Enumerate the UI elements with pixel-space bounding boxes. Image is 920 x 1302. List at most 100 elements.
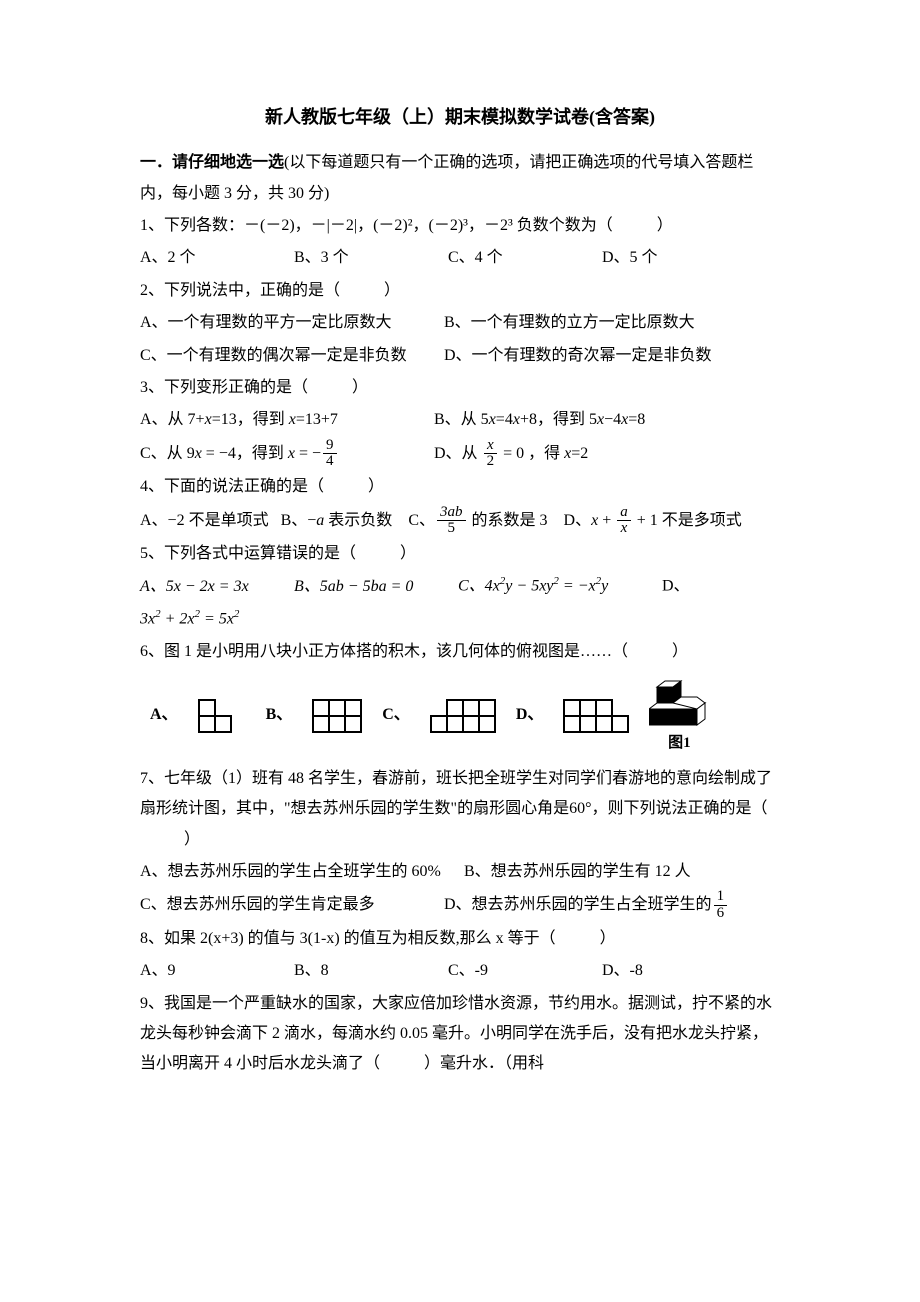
q3a-pre: A、从 7+ [140, 411, 205, 428]
q5-opt-b: B、5ab − 5ba = 0 [294, 572, 454, 602]
q6-shape-a [198, 699, 246, 733]
q4c-post: 的系数是 3 [468, 512, 548, 529]
q1-opt-a: A、2 个 [140, 243, 290, 273]
q3-opt-b: B、从 5x=4x+8，得到 5x−4x=8 [434, 411, 645, 428]
q4c-num: 3ab [437, 505, 466, 522]
q8-options: A、9 B、8 C、-9 D、-8 [140, 956, 780, 986]
q3d-den: 2 [484, 454, 498, 470]
q8-opt-d: D、-8 [602, 962, 643, 979]
q3c-pre: C、从 [140, 445, 187, 462]
q1-close: ） [657, 217, 673, 234]
q2-row1: A、一个有理数的平方一定比原数大 B、一个有理数的立方一定比原数大 [140, 308, 780, 338]
q5-row2: 3x2 + 2x2 = 5x2 [140, 604, 780, 635]
q9-close: ）毫升水．（用科 [424, 1055, 544, 1072]
q7-opt-b: B、想去苏州乐园的学生有 12 人 [464, 863, 691, 880]
q3c-mid: ，得到 [236, 445, 288, 462]
q8-opt-b: B、8 [294, 956, 444, 986]
q8-opt-a: A、9 [140, 956, 290, 986]
q7-opt-d: D、想去苏州乐园的学生占全班学生的16 [444, 896, 729, 913]
q7d-pre: D、想去苏州乐园的学生占全班学生的 [444, 896, 712, 913]
q5-stem: 5、下列各式中运算错误的是（ ） [140, 539, 780, 569]
q3-opt-c: C、从 9x = −4，得到 x = −94 [140, 438, 430, 471]
q1-options: A、2 个 B、3 个 C、4 个 D、5 个 [140, 243, 780, 273]
q5-row1: A、5x − 2x = 3x B、5ab − 5ba = 0 C、4x2y − … [140, 571, 780, 602]
q3d-post: =2 [571, 445, 588, 462]
q3d-mid: = 0 ，得 [499, 445, 564, 462]
q9-stem: 9、我国是一个严重缺水的国家，大家应倍加珍惜水资源，节约用水。据测试，拧不紧的水… [140, 989, 780, 1080]
q3-opt-d: D、从 x2 = 0 ，得 x=2 [434, 445, 588, 462]
q4b-post: 表示负数 [324, 512, 392, 529]
q3-row1: A、从 7+x=13，得到 x=13+7 B、从 5x=4x+8，得到 5x−4… [140, 405, 780, 435]
q4c-den: 5 [437, 521, 466, 537]
q6-text: 6、图 1 是小明用八块小正方体搭的积木，该几何体的俯视图是……（ [140, 643, 628, 660]
q2-stem: 2、下列说法中，正确的是（） [140, 276, 780, 306]
q3-opt-a: A、从 7+x=13，得到 x=13+7 [140, 405, 430, 435]
q6-options-row: A、 B、 C、 D、 [150, 673, 780, 758]
q4d-post: + 1 不是多项式 [633, 512, 742, 529]
section-1-label: 一．请仔细地选一选 [140, 154, 284, 171]
section-1-heading: 一．请仔细地选一选(以下每道题只有一个正确的选项，请把正确选项的代号填入答题栏内… [140, 148, 780, 209]
figure1-caption: 图1 [649, 729, 709, 758]
q3-text: 3、下列变形正确的是（ [140, 379, 308, 396]
q3d-num: x [484, 438, 498, 455]
q3b-m3: −4 [604, 411, 621, 428]
q5-opt-d: D、 [662, 578, 690, 595]
q5-opt-c: C、4x2y − 5xy2 = −x2y [458, 571, 658, 602]
q8-opt-c: C、-9 [448, 956, 598, 986]
q6-label-a: A、 [150, 700, 178, 730]
q7-text: 7、七年级（1）班有 48 名学生，春游前，班长把全班学生对同学们春游地的意向绘… [140, 770, 772, 817]
q4d-mid: + [598, 512, 615, 529]
q3b-m2: +8，得到 5 [520, 411, 597, 428]
q6-label-c: C、 [382, 700, 410, 730]
q3-close: ） [352, 379, 368, 396]
q7-stem: 7、七年级（1）班有 48 名学生，春游前，班长把全班学生对同学们春游地的意向绘… [140, 764, 780, 855]
page-title: 新人教版七年级（上）期末模拟数学试卷(含答案) [140, 100, 780, 134]
q1-stem: 1、下列各数：－(－2)，－|－2|，(－2)²，(－2)³，－2³ 负数个数为… [140, 211, 780, 241]
q6-figure1: 图1 [649, 673, 709, 758]
q4-text: 4、下面的说法正确的是（ [140, 478, 324, 495]
q7d-den: 6 [714, 906, 728, 922]
q4-close: ） [368, 478, 384, 495]
q5-close: ） [400, 545, 416, 562]
q4c-pre: C、 [408, 512, 435, 529]
q8-text: 8、如果 2(x+3) 的值与 3(1-x) 的值互为相反数,那么 x 等于（ [140, 930, 556, 947]
q7d-num: 1 [714, 889, 728, 906]
q3d-pre: D、从 [434, 445, 482, 462]
q2-opt-b: B、一个有理数的立方一定比原数大 [444, 314, 695, 331]
q5-text: 5、下列各式中运算错误的是（ [140, 545, 356, 562]
q4-opts: A、−2 不是单项式 B、−a 表示负数 C、3ab5 的系数是 3 D、x +… [140, 505, 780, 538]
q1-opt-d: D、5 个 [602, 249, 658, 266]
q4-opt-b: B、−a 表示负数 [281, 512, 393, 529]
q3b-post: =8 [628, 411, 645, 428]
q4-stem: 4、下面的说法正确的是（ ） [140, 472, 780, 502]
q6-label-b: B、 [266, 700, 293, 730]
q4-opt-d: D、x + ax + 1 不是多项式 [564, 512, 742, 529]
q2-close: ） [384, 282, 400, 299]
q2-opt-c: C、一个有理数的偶次幂一定是非负数 [140, 341, 440, 371]
q6-shape-b [312, 699, 362, 733]
q3b-pre: B、从 5 [434, 411, 489, 428]
q6-close: ） [672, 643, 688, 660]
q7-row1: A、想去苏州乐园的学生占全班学生的 60% B、想去苏州乐园的学生有 12 人 [140, 857, 780, 887]
q3c-e3: = − [295, 445, 321, 462]
q4-opt-c: C、3ab5 的系数是 3 [408, 512, 547, 529]
q3a-post: =13+7 [296, 411, 338, 428]
q3c-num: 9 [323, 438, 337, 455]
q7-opt-c: C、想去苏州乐园的学生肯定最多 [140, 890, 440, 920]
q4b-pre: B、− [281, 512, 317, 529]
q3c-e2: = −4 [202, 445, 236, 462]
q8-stem: 8、如果 2(x+3) 的值与 3(1-x) 的值互为相反数,那么 x 等于（ ） [140, 924, 780, 954]
q7-row2: C、想去苏州乐园的学生肯定最多 D、想去苏州乐园的学生占全班学生的16 [140, 889, 780, 922]
q3b-m1: =4 [496, 411, 513, 428]
q4d-den: x [617, 521, 631, 537]
q6-label-d: D、 [516, 700, 544, 730]
q8-close: ） [600, 930, 616, 947]
q1-opt-c: C、4 个 [448, 243, 598, 273]
q3c-den: 4 [323, 454, 337, 470]
q6-shape-d [563, 699, 629, 733]
q4-opt-a: A、−2 不是单项式 [140, 512, 269, 529]
q1-opt-b: B、3 个 [294, 243, 444, 273]
q1-text: 1、下列各数：－(－2)，－|－2|，(－2)²，(－2)³，－2³ 负数个数为… [140, 217, 613, 234]
q3-row2: C、从 9x = −4，得到 x = −94 D、从 x2 = 0 ，得 x=2 [140, 438, 780, 471]
q3a-mid: =13，得到 [212, 411, 289, 428]
